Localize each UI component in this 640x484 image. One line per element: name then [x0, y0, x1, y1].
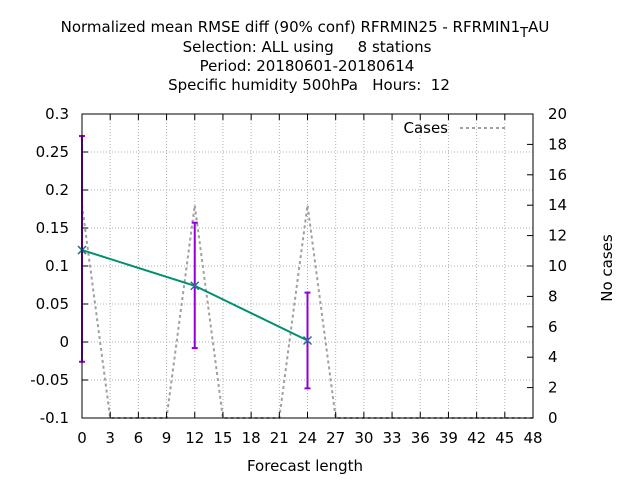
x-tick-label: 39 — [439, 429, 458, 447]
y2-tick-label: 4 — [548, 348, 558, 366]
x-tick-label: 24 — [298, 429, 317, 447]
x-tick-label: 21 — [270, 429, 289, 447]
legend: Cases — [403, 119, 506, 137]
mean-series — [77, 245, 313, 346]
errorbars — [79, 135, 311, 390]
y-tick-label: 0.1 — [45, 257, 69, 275]
x-tick-label: 30 — [354, 429, 373, 447]
title-line-1-main: Normalized mean RMSE diff (90% conf) RFR… — [61, 18, 521, 36]
right-axis-label: No cases — [598, 234, 616, 302]
x-tick-label: 3 — [105, 429, 115, 447]
y2-tick-label: 2 — [548, 379, 558, 397]
y2-tick-label: 20 — [548, 105, 567, 123]
x-tick-label: 42 — [467, 429, 486, 447]
y-tick-label: 0.2 — [45, 181, 69, 199]
x-tick-label: 45 — [495, 429, 514, 447]
y-tick-label: -0.1 — [40, 409, 69, 427]
x-tick-label: 36 — [411, 429, 430, 447]
legend-label-cases: Cases — [403, 119, 448, 137]
title-line-2: Selection: ALL using 8 stations — [183, 38, 432, 56]
x-tick-label: 27 — [326, 429, 345, 447]
x-tick-label: 9 — [162, 429, 172, 447]
x-tick-label: 48 — [523, 429, 542, 447]
y2-tick-label: 16 — [548, 166, 567, 184]
title-subscript: T — [519, 26, 528, 41]
data-point — [190, 281, 200, 291]
title-line-1: Normalized mean RMSE diff (90% conf) RFR… — [61, 18, 550, 41]
x-axis-label: Forecast length — [247, 457, 363, 475]
y-tick-label: 0.25 — [36, 143, 69, 161]
x-tick-label: 0 — [77, 429, 87, 447]
y2-tick-label: 0 — [548, 409, 558, 427]
y2-tick-label: 6 — [548, 318, 558, 336]
y-tick-label: -0.05 — [30, 371, 69, 389]
x-tick-label: 15 — [213, 429, 232, 447]
axes: 0 3 6 9 12 15 18 21 24 27 30 33 36 39 42 45 48-0.1-0.050… — [30, 105, 567, 447]
x-tick-label: 33 — [383, 429, 402, 447]
y2-tick-label: 12 — [548, 227, 567, 245]
x-tick-label: 18 — [242, 429, 261, 447]
y2-tick-label: 10 — [548, 257, 567, 275]
y-tick-label: 0.05 — [36, 295, 69, 313]
title-line-3: Period: 20180601-20180614 — [200, 57, 415, 75]
y2-tick-label: 14 — [548, 196, 567, 214]
title-suffix: AU — [528, 18, 549, 36]
x-tick-label: 12 — [185, 429, 204, 447]
x-tick-label: 6 — [134, 429, 144, 447]
y-tick-label: 0 — [59, 333, 69, 351]
chart-title: Normalized mean RMSE diff (90% conf) RFR… — [61, 18, 550, 94]
y2-tick-label: 8 — [548, 287, 558, 305]
data-point — [302, 335, 313, 346]
title-line-4: Specific humidity 500hPa Hours: 12 — [168, 76, 450, 94]
y2-tick-label: 18 — [548, 135, 567, 153]
y-tick-label: 0.3 — [45, 105, 69, 123]
y-tick-label: 0.15 — [36, 219, 69, 237]
